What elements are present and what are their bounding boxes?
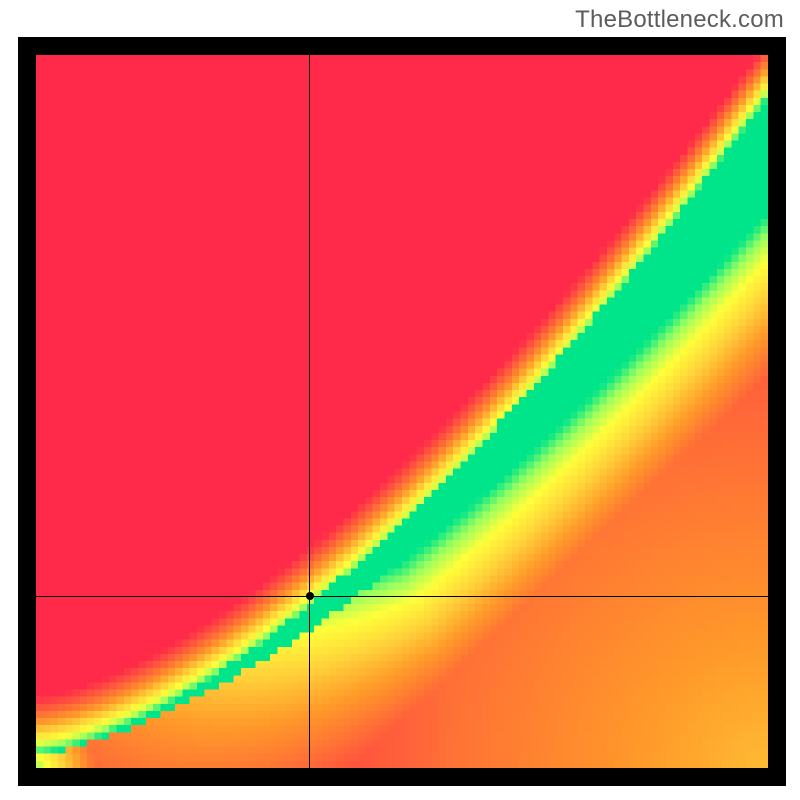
chart-container: TheBottleneck.com (0, 0, 800, 800)
heatmap-canvas (36, 55, 768, 768)
crosshair-vertical (309, 55, 310, 768)
plot-frame (18, 37, 786, 786)
crosshair-horizontal (36, 596, 768, 597)
watermark-text: TheBottleneck.com (575, 6, 784, 34)
crosshair-marker (306, 592, 314, 600)
